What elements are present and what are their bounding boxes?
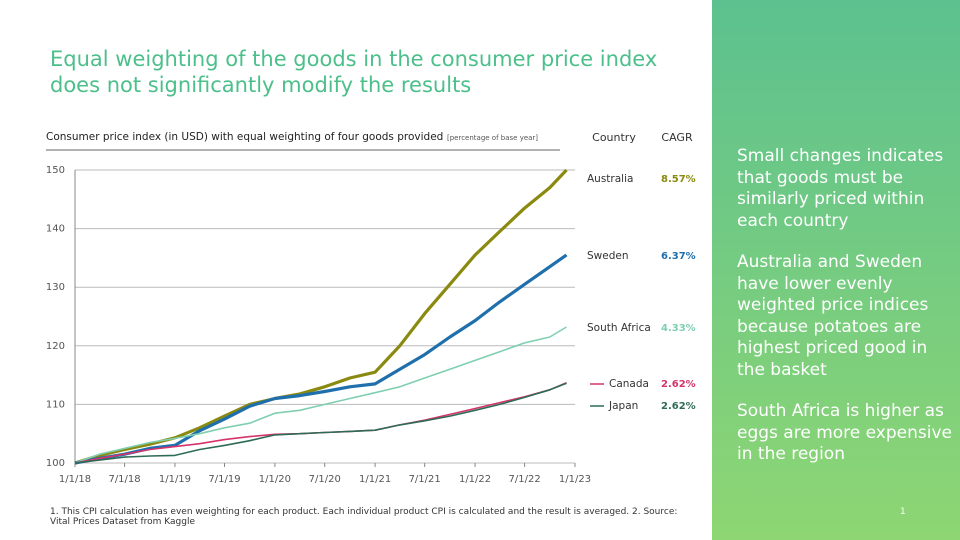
series-label: Japan [608, 400, 638, 412]
x-tick-label: 7/1/19 [208, 474, 240, 485]
series-label: Sweden [587, 250, 629, 262]
cagr-label: 8.57% [661, 174, 696, 185]
series-label: South Africa [587, 322, 651, 334]
cagr-label: 6.37% [661, 251, 696, 262]
y-tick-label: 140 [46, 224, 65, 235]
footnote: 1. This CPI calculation has even weighti… [50, 507, 678, 527]
x-tick-label: 1/1/18 [59, 474, 91, 485]
side-panel [712, 0, 960, 540]
chart-title: Consumer price index (in USD) with equal… [46, 131, 443, 143]
y-tick-label: 120 [46, 341, 65, 352]
series-line [74, 382, 567, 464]
x-tick-label: 7/1/21 [409, 474, 441, 485]
x-tick-label: 7/1/20 [309, 474, 341, 485]
x-tick-label: 1/1/19 [159, 474, 191, 485]
y-tick-label: 130 [46, 282, 65, 293]
x-tick-label: 1/1/22 [459, 474, 491, 485]
side-notes: Small changes indicates that goods must … [737, 146, 957, 486]
x-tick-label: 7/1/18 [108, 474, 140, 485]
x-tick-label: 1/1/23 [559, 474, 591, 485]
column-header: CAGR [661, 131, 693, 144]
cagr-label: 2.62% [661, 379, 696, 390]
cagr-label: 2.62% [661, 401, 696, 412]
x-tick-label: 7/1/22 [509, 474, 541, 485]
series-line [74, 253, 568, 465]
series-line [74, 168, 568, 465]
note: Small changes indicates that goods must … [737, 146, 944, 231]
chart: Consumer price index (in USD) with equal… [46, 131, 696, 485]
page-number: 1 [900, 507, 906, 517]
x-tick-label: 1/1/21 [359, 474, 391, 485]
series-line [74, 326, 567, 464]
column-header: Country [592, 131, 636, 144]
y-tick-label: 100 [46, 458, 65, 469]
series-label: Canada [609, 378, 649, 390]
series-label: Australia [587, 173, 633, 185]
slide-title: Equal weighting of the goods in the cons… [50, 47, 658, 97]
cagr-label: 4.33% [661, 323, 696, 334]
x-tick-label: 1/1/20 [259, 474, 291, 485]
note: Australia and Sweden have lower evenly w… [737, 252, 929, 380]
note: South Africa is higher as eggs are more … [737, 401, 952, 464]
chart-subtitle: [percentage of base year] [447, 134, 538, 142]
y-tick-label: 110 [46, 399, 65, 410]
y-tick-label: 150 [46, 165, 65, 176]
series-line [74, 381, 567, 464]
